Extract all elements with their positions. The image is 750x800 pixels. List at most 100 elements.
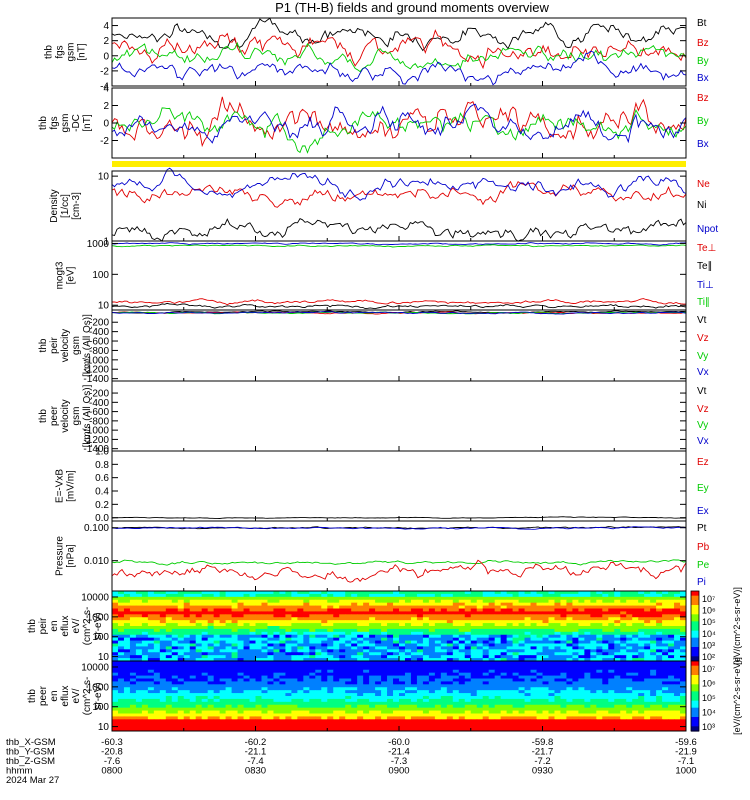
- spectrogram-cell: [183, 596, 191, 601]
- spectrogram-cell: [129, 599, 137, 604]
- spectrogram-cell: [369, 687, 376, 691]
- spectrogram-cell: [159, 602, 167, 607]
- spectrogram-cell: [285, 614, 292, 618]
- spectrogram-cell: [225, 643, 233, 647]
- spectrogram-cell: [644, 722, 651, 726]
- spectrogram-cell: [225, 646, 233, 650]
- spectrogram-cell: [309, 591, 316, 595]
- spectrogram-cell: [674, 649, 681, 653]
- spectrogram-cell: [159, 614, 167, 618]
- spectrogram-cell: [572, 681, 579, 685]
- spectrogram-cell: [339, 716, 346, 720]
- spectrogram-cell: [494, 696, 502, 700]
- spectrogram-cell: [345, 652, 352, 656]
- spectrogram-cell: [219, 658, 227, 662]
- spectrogram-cell: [267, 728, 274, 732]
- spectrogram-cell: [213, 701, 221, 706]
- spectrogram-cell: [291, 707, 298, 712]
- spectrogram-cell: [434, 713, 442, 717]
- spectrogram-cell: [452, 602, 460, 607]
- spectrogram-cell: [446, 687, 454, 691]
- spectrogram-cell: [177, 690, 185, 694]
- spectrogram-cell: [255, 620, 262, 624]
- spectrogram-cell: [201, 640, 209, 644]
- spectrogram-cell: [387, 614, 394, 618]
- spectrogram-cell: [393, 707, 400, 712]
- spectrogram-cell: [321, 637, 328, 642]
- spectrogram-cell: [596, 626, 603, 630]
- spectrogram-cell: [273, 722, 280, 726]
- spectrogram-cell: [638, 710, 645, 714]
- spectrogram-cell: [369, 608, 376, 612]
- spectrogram-cell: [375, 602, 382, 607]
- spectrogram-cell: [333, 713, 340, 717]
- spectrogram-cell: [315, 681, 322, 685]
- spectrogram-cell: [153, 634, 161, 639]
- spectrogram-cell: [404, 696, 412, 700]
- spectrogram-cell: [135, 707, 143, 712]
- spectrogram-cell: [404, 614, 412, 618]
- spectrogram-cell: [512, 690, 520, 694]
- spectrogram-cell: [602, 605, 609, 609]
- spectrogram-cell: [530, 701, 538, 706]
- colorbar-segment: [691, 647, 699, 650]
- spectrogram-cell: [327, 626, 334, 630]
- y-tick-label: 2: [103, 101, 109, 112]
- spectrogram-cell: [668, 658, 675, 662]
- panel-frame: [111, 309, 687, 382]
- spectrogram-cell: [638, 599, 645, 604]
- spectrogram-cell: [638, 608, 645, 612]
- colorbar-segment: [691, 661, 699, 664]
- spectrogram-cell: [339, 701, 346, 706]
- spectrogram-cell: [171, 593, 179, 598]
- spectrogram-cell: [327, 611, 334, 615]
- spectrogram-cell: [237, 652, 245, 656]
- spectrogram-cell: [267, 620, 274, 624]
- spectrogram-cell: [680, 652, 687, 656]
- spectrogram-cell: [506, 620, 514, 624]
- spectrogram-cell: [267, 719, 274, 723]
- spectrogram-cell: [590, 643, 597, 647]
- spectrogram-cell: [261, 675, 268, 679]
- spectrogram-cell: [219, 713, 227, 717]
- spectrogram-cell: [261, 701, 268, 706]
- spectrogram-cell: [650, 672, 657, 677]
- spectrogram-cell: [327, 599, 334, 604]
- spectrogram-cell: [542, 608, 549, 612]
- spectrogram-cell: [243, 675, 251, 679]
- spectrogram-cell: [303, 722, 310, 726]
- spectrogram-cell: [303, 620, 310, 624]
- spectrogram-cell: [632, 687, 639, 691]
- spectrogram-cell: [620, 713, 627, 717]
- spectrogram-cell: [285, 658, 292, 662]
- spectrogram-cell: [416, 646, 424, 650]
- spectrogram-cell: [542, 614, 549, 618]
- spectrogram-cell: [596, 663, 603, 668]
- spectrogram-cell: [470, 681, 478, 685]
- spectrogram-cell: [548, 722, 555, 726]
- spectrogram-cell: [518, 599, 526, 604]
- spectrogram-cell: [626, 631, 633, 636]
- spectrogram-cell: [255, 672, 262, 677]
- spectrogram-cell: [470, 605, 478, 609]
- y-tick-label: 100: [92, 632, 109, 643]
- spectrogram-cell: [680, 687, 687, 691]
- spectrogram-cell: [608, 605, 615, 609]
- spectrogram-cell: [518, 620, 526, 624]
- spectrogram-cell: [243, 599, 251, 604]
- spectrogram-cell: [375, 684, 382, 688]
- spectrogram-cell: [524, 599, 532, 604]
- spectrogram-cell: [458, 669, 466, 674]
- spectrogram-cell: [464, 640, 472, 644]
- spectrogram-cell: [434, 661, 442, 665]
- spectrogram-cell: [135, 725, 143, 729]
- spectrogram-cell: [524, 693, 532, 697]
- spectrogram-cell: [393, 602, 400, 607]
- colorbar-segment: [691, 728, 699, 732]
- spectrogram-cell: [440, 608, 448, 612]
- spectrogram-cell: [620, 611, 627, 615]
- spectrogram-cell: [303, 701, 310, 706]
- spectrogram-cell: [476, 623, 484, 627]
- spectrogram-cell: [357, 652, 364, 656]
- legend-entry: Pi: [697, 577, 706, 588]
